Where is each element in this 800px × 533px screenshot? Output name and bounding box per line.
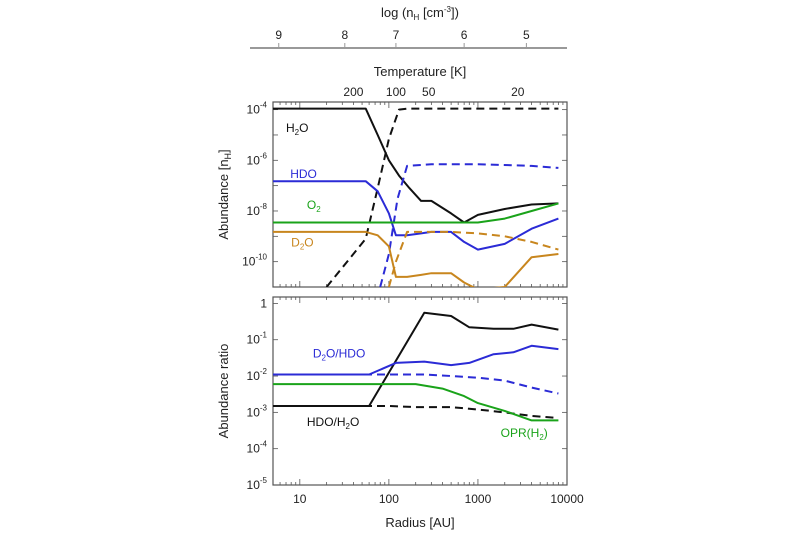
top-series-line-4	[273, 202, 559, 224]
y-tick-label: 10-2	[247, 367, 268, 383]
top-series-group	[273, 107, 559, 287]
temperature-tick-label: 20	[511, 85, 525, 99]
bottom-y-axis-label: Abundance ratio	[216, 344, 231, 439]
y-tick-label: 10-4	[247, 101, 268, 117]
top-series-line-1	[325, 107, 559, 287]
bottom-series-line-0	[273, 311, 559, 407]
top-series-line-0	[273, 107, 559, 224]
bottom-panel-frame	[272, 296, 568, 486]
y-tick-label: 10-8	[247, 202, 268, 218]
temperature-tick-label: 200	[343, 85, 363, 99]
temperature-tick-label: 100	[386, 85, 406, 99]
top-series-label-2: O2	[307, 198, 321, 214]
top-panel-frame	[272, 101, 568, 288]
x-tick-label: 10	[293, 492, 307, 506]
y-tick-label: 10-1	[247, 331, 268, 347]
density-tick-label: 5	[523, 28, 530, 42]
top-series-line-2	[273, 180, 559, 251]
x-axis-label: Radius [AU]	[385, 515, 454, 530]
top-series-label-0: H2O	[286, 121, 308, 137]
density-axis-label: log (nH [cm-3])	[381, 5, 459, 22]
top-y-axis-label: Abundance [nH]	[216, 149, 233, 239]
top-series-line-6	[387, 230, 559, 287]
bottom-series-group	[273, 311, 559, 422]
top-series-label-3: D2O	[291, 235, 313, 251]
density-tick-label: 8	[341, 28, 348, 42]
bottom-series-label-2: OPR(H2)	[501, 426, 548, 442]
x-tick-label: 100	[379, 492, 399, 506]
bottom-series-label-1: HDO/H2O	[307, 415, 359, 431]
bottom-series-line-1	[273, 405, 559, 419]
bottom-series-line-4	[273, 383, 559, 422]
y-tick-label: 10-3	[247, 403, 268, 419]
x-tick-label: 10000	[550, 492, 584, 506]
y-tick-label: 10-5	[247, 476, 268, 492]
bottom-series-line-2	[273, 344, 559, 376]
density-tick-label: 7	[393, 28, 400, 42]
top-series-line-5	[273, 230, 559, 287]
density-tick-label: 9	[275, 28, 282, 42]
temperature-axis-label: Temperature [K]	[374, 64, 467, 79]
y-tick-label: 1	[260, 296, 267, 310]
y-tick-label: 10-10	[242, 253, 267, 269]
x-tick-label: 1000	[465, 492, 492, 506]
density-tick-label: 6	[461, 28, 468, 42]
y-tick-label: 10-6	[247, 151, 268, 167]
temperature-tick-label: 50	[422, 85, 436, 99]
y-tick-label: 10-4	[247, 440, 268, 456]
top-series-line-3	[379, 163, 559, 287]
top-series-label-1: HDO	[290, 167, 317, 181]
bottom-series-label-0: D2O/HDO	[313, 347, 365, 363]
bottom-series-line-3	[273, 373, 559, 395]
